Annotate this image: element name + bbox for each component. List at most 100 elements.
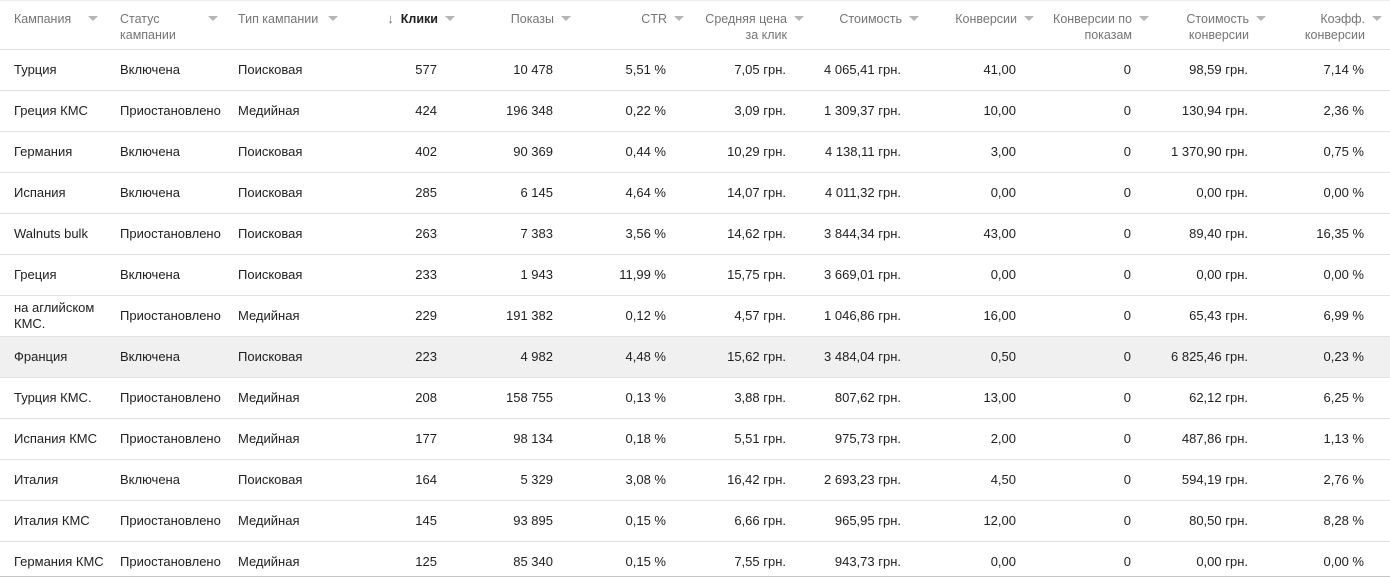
cell-impressions: 196 348 — [463, 90, 579, 132]
cell-ctr: 0,44 % — [579, 131, 692, 173]
column-header[interactable]: Коэфф. конверсии — [1274, 0, 1390, 50]
cell-cost: 965,95 грн. — [812, 500, 927, 542]
chevron-down-icon[interactable] — [674, 16, 684, 21]
cell-clicks: 402 — [350, 131, 463, 173]
cell-conversion-rate: 0,00 % — [1274, 254, 1390, 296]
cell-campaign-name[interactable]: Греция — [0, 254, 110, 296]
column-header[interactable]: Стоимость конверсии — [1157, 0, 1274, 50]
cell-cost-per-conversion: 62,12 грн. — [1157, 377, 1274, 419]
cell-cost-per-conversion: 487,86 грн. — [1157, 418, 1274, 460]
cell-conversions: 0,00 — [927, 172, 1042, 214]
cell-cost-per-conversion: 0,00 грн. — [1157, 172, 1274, 214]
campaign-row[interactable]: Германия КМС Приостановлено Медийная 125… — [0, 541, 1390, 577]
column-header[interactable]: Тип кампании — [230, 0, 350, 50]
cell-cost: 1 309,37 грн. — [812, 90, 927, 132]
cell-campaign-type: Медийная — [230, 295, 350, 337]
campaign-row[interactable]: Греция Включена Поисковая 233 1 943 11,9… — [0, 254, 1390, 296]
campaign-row[interactable]: Греция КМС Приостановлено Медийная 424 1… — [0, 90, 1390, 132]
cell-clicks: 424 — [350, 90, 463, 132]
column-header[interactable]: Стоимость — [812, 0, 927, 50]
cell-avg-cpc: 6,66 грн. — [692, 500, 812, 542]
cell-clicks: 285 — [350, 172, 463, 214]
column-header[interactable]: ↓ Клики — [350, 0, 463, 50]
campaign-row[interactable]: Турция Включена Поисковая 577 10 478 5,5… — [0, 49, 1390, 91]
cell-avg-cpc: 10,29 грн. — [692, 131, 812, 173]
cell-cost: 975,73 грн. — [812, 418, 927, 460]
cell-campaign-name[interactable]: Турция — [0, 49, 110, 91]
campaign-row[interactable]: Испания КМС Приостановлено Медийная 177 … — [0, 418, 1390, 460]
cell-cost-per-conversion: 89,40 грн. — [1157, 213, 1274, 255]
cell-cost: 3 669,01 грн. — [812, 254, 927, 296]
chevron-down-icon[interactable] — [1139, 16, 1149, 21]
campaign-row[interactable]: Италия Включена Поисковая 164 5 329 3,08… — [0, 459, 1390, 501]
cell-impressions: 93 895 — [463, 500, 579, 542]
cell-conversions: 4,50 — [927, 459, 1042, 501]
cell-campaign-name[interactable]: Франция — [0, 336, 110, 378]
cell-view-through-conversions: 0 — [1042, 541, 1157, 577]
cell-view-through-conversions: 0 — [1042, 336, 1157, 378]
cell-campaign-name[interactable]: Walnuts bulk — [0, 213, 110, 255]
chevron-down-icon[interactable] — [1256, 16, 1266, 21]
cell-campaign-name[interactable]: Греция КМС — [0, 90, 110, 132]
sort-descending-icon[interactable]: ↓ — [387, 11, 394, 26]
cell-view-through-conversions: 0 — [1042, 500, 1157, 542]
cell-ctr: 5,51 % — [579, 49, 692, 91]
campaign-row[interactable]: на аглийском КМС. Приостановлено Медийна… — [0, 295, 1390, 337]
cell-cost-per-conversion: 65,43 грн. — [1157, 295, 1274, 337]
cell-clicks: 229 — [350, 295, 463, 337]
cell-campaign-name[interactable]: Италия КМС — [0, 500, 110, 542]
column-header[interactable]: Показы — [463, 0, 579, 50]
column-header-label: Клики — [400, 12, 438, 26]
cell-campaign-name[interactable]: Италия — [0, 459, 110, 501]
campaign-row[interactable]: Германия Включена Поисковая 402 90 369 0… — [0, 131, 1390, 173]
cell-campaign-type: Поисковая — [230, 49, 350, 91]
cell-campaign-name[interactable]: Германия — [0, 131, 110, 173]
cell-ctr: 4,64 % — [579, 172, 692, 214]
column-header[interactable]: CTR — [579, 0, 692, 50]
cell-campaign-name[interactable]: Германия КМС — [0, 541, 110, 577]
column-header[interactable]: Средняя цена за клик — [692, 0, 812, 50]
chevron-down-icon[interactable] — [561, 16, 571, 21]
cell-avg-cpc: 7,05 грн. — [692, 49, 812, 91]
campaign-row[interactable]: Турция КМС. Приостановлено Медийная 208 … — [0, 377, 1390, 419]
chevron-down-icon[interactable] — [328, 16, 338, 21]
chevron-down-icon[interactable] — [1024, 16, 1034, 21]
column-header[interactable]: Статус кампании — [110, 0, 230, 50]
chevron-down-icon[interactable] — [794, 16, 804, 21]
chevron-down-icon[interactable] — [208, 16, 218, 21]
cell-campaign-status: Приостановлено — [110, 295, 230, 337]
cell-campaign-type: Медийная — [230, 418, 350, 460]
cell-campaign-status: Включена — [110, 172, 230, 214]
cell-campaign-type: Поисковая — [230, 172, 350, 214]
campaign-row[interactable]: Испания Включена Поисковая 285 6 145 4,6… — [0, 172, 1390, 214]
cell-view-through-conversions: 0 — [1042, 295, 1157, 337]
cell-impressions: 1 943 — [463, 254, 579, 296]
campaign-row[interactable]: Франция Включена Поисковая 223 4 982 4,4… — [0, 336, 1390, 378]
cell-campaign-name[interactable]: Испания КМС — [0, 418, 110, 460]
cell-cost-per-conversion: 98,59 грн. — [1157, 49, 1274, 91]
cell-impressions: 158 755 — [463, 377, 579, 419]
chevron-down-icon[interactable] — [88, 16, 98, 21]
chevron-down-icon[interactable] — [909, 16, 919, 21]
column-header[interactable]: Конверсии по показам — [1042, 0, 1157, 50]
cell-conversion-rate: 6,99 % — [1274, 295, 1390, 337]
cell-conversions: 0,50 — [927, 336, 1042, 378]
column-header[interactable]: Кампания — [0, 0, 110, 50]
column-header-label: Стоимость — [839, 12, 902, 26]
cell-ctr: 4,48 % — [579, 336, 692, 378]
chevron-down-icon[interactable] — [445, 16, 455, 21]
cell-cost: 4 065,41 грн. — [812, 49, 927, 91]
cell-avg-cpc: 3,88 грн. — [692, 377, 812, 419]
cell-cost-per-conversion: 6 825,46 грн. — [1157, 336, 1274, 378]
cell-conversion-rate: 0,00 % — [1274, 541, 1390, 577]
column-header[interactable]: Конверсии — [927, 0, 1042, 50]
campaign-row[interactable]: Италия КМС Приостановлено Медийная 145 9… — [0, 500, 1390, 542]
cell-campaign-name[interactable]: Турция КМС. — [0, 377, 110, 419]
cell-campaign-name[interactable]: Испания — [0, 172, 110, 214]
cell-impressions: 7 383 — [463, 213, 579, 255]
cell-campaign-name[interactable]: на аглийском КМС. — [0, 295, 110, 337]
campaign-row[interactable]: Walnuts bulk Приостановлено Поисковая 26… — [0, 213, 1390, 255]
chevron-down-icon[interactable] — [1372, 16, 1382, 21]
